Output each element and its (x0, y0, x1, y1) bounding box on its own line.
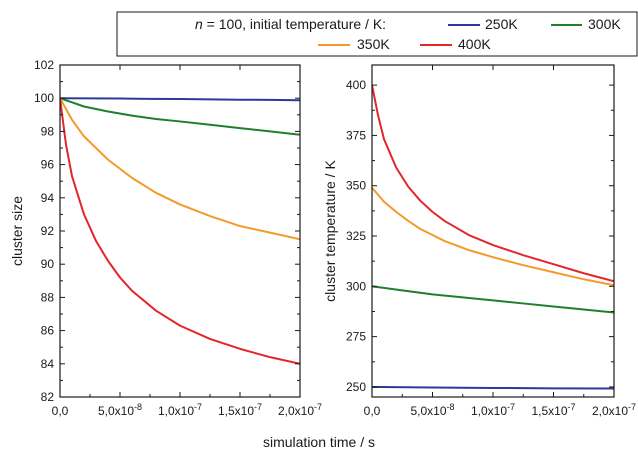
legend-label-250k: 250K (485, 16, 518, 32)
temperature-y-tick-label: 350 (346, 179, 366, 193)
legend: n = 100, initial temperature / K: 250K 3… (116, 11, 638, 57)
temperature-x-tick-label: 5,0x10-8 (410, 402, 454, 418)
size-series-400k (60, 98, 300, 365)
size-y-tick-label: 102 (34, 58, 54, 72)
temperature-series-250k (372, 385, 614, 390)
size-series-300k (60, 97, 300, 136)
cluster-size-panel: 82 84 86 88 90 92 94 96 98 100 102 0,0 5,0x10-8 1,0x1… (9, 58, 322, 418)
size-y-tick-label: 94 (41, 191, 55, 205)
temperature-x-tick-label: 1,5x10-7 (531, 402, 575, 418)
legend-frame (116, 11, 638, 57)
size-x-tick-label: 5,0x10-8 (98, 402, 142, 418)
temperature-y-tick-label: 325 (346, 229, 366, 243)
temperature-y-tick-label: 300 (346, 279, 366, 293)
size-series-350k (60, 97, 300, 241)
legend-label-300k: 300K (588, 16, 621, 32)
temperature-y-tick-label: 275 (346, 330, 366, 344)
size-y-tick-label: 86 (41, 324, 55, 338)
temperature-y-tick-label: 250 (346, 380, 366, 394)
legend-title-text: = 100, initial temperature / K: (203, 16, 386, 32)
size-y-tick-label: 100 (34, 91, 54, 105)
temperature-plot-frame (371, 64, 615, 398)
size-y-tick-label: 98 (41, 124, 55, 138)
size-y-tick-label: 84 (41, 357, 55, 371)
size-x-tick-label: 1,0x10-7 (158, 402, 202, 418)
size-series-250k (60, 97, 300, 102)
shared-x-axis-label: simulation time / s (263, 434, 375, 450)
size-x-tick-label: 1,5x10-7 (218, 402, 262, 418)
size-y-tick-label: 82 (41, 390, 55, 404)
legend-label-400k: 400K (458, 36, 491, 52)
temperature-y-axis-label: cluster temperature / K (322, 160, 338, 302)
size-y-tick-label: 92 (41, 224, 55, 238)
temperature-y-tick-label: 375 (346, 128, 366, 142)
size-y-tick-label: 88 (41, 290, 55, 304)
legend-title: n = 100, initial temperature / K: (195, 16, 386, 32)
temperature-x-tick-label: 2,0x10-7 (592, 402, 636, 418)
temperature-x-tick-label: 0,0 (364, 404, 381, 418)
size-y-tick-label: 96 (41, 158, 55, 172)
size-y-tick-label: 90 (41, 257, 55, 271)
temperature-series-400k (372, 84, 614, 283)
legend-label-350k: 350K (357, 36, 390, 52)
cluster-temperature-panel: 250 275 300 325 350 375 400 0,0 5,0x10-8 1,0x10-7… (322, 64, 636, 418)
size-y-axis-label: cluster size (9, 196, 25, 266)
size-x-tick-label: 0,0 (52, 404, 69, 418)
legend-title-variable: n (195, 16, 203, 32)
size-x-tick-label: 2,0x10-7 (278, 402, 322, 418)
temperature-y-tick-label: 400 (346, 78, 366, 92)
temperature-series-350k (372, 187, 614, 287)
temperature-x-tick-label: 1,0x10-7 (471, 402, 515, 418)
temperature-series-300k (372, 285, 614, 314)
